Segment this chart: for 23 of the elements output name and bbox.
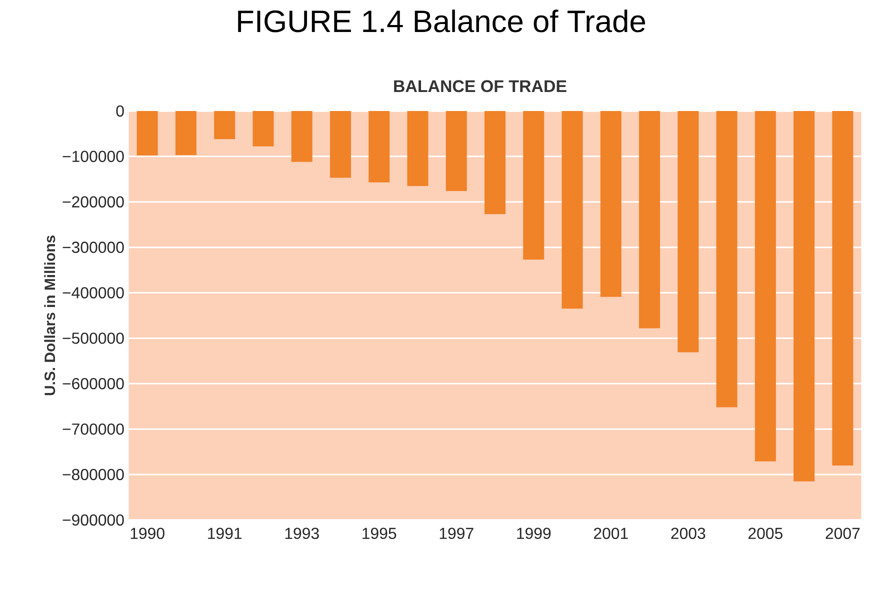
y-tick-label: 0 [116,105,124,117]
y-tick-label: −500000 [62,332,124,344]
y-tick-label: −200000 [62,196,124,208]
y-tick-label: −600000 [62,378,124,390]
y-tick-label: −700000 [62,423,124,435]
x-tick-label: 1999 [517,528,551,540]
x-tick-label: 2007 [826,528,860,540]
chart-subtitle: BALANCE OF TRADE [394,80,566,92]
x-tick-label: 1995 [362,528,396,540]
y-tick-label: −100000 [62,150,124,162]
x-tick-label: 2001 [594,528,628,540]
y-tick-label: −300000 [62,242,124,253]
x-tick-label: 1991 [208,528,242,540]
x-tick-label: 1993 [285,528,319,540]
y-tick-label: −400000 [62,287,124,298]
chart-title: FIGURE 1.4 Balance of Trade [238,10,646,32]
x-tick-label: 1990 [130,528,164,540]
x-tick-label: 2005 [748,528,782,540]
x-tick-label: 1997 [440,528,474,540]
x-tick-label: 2003 [671,528,706,540]
y-tick-label: −800000 [62,468,124,480]
y-axis-title: U.S. Dollars in Millions [44,236,56,396]
y-tick-label: −900000 [62,514,124,526]
